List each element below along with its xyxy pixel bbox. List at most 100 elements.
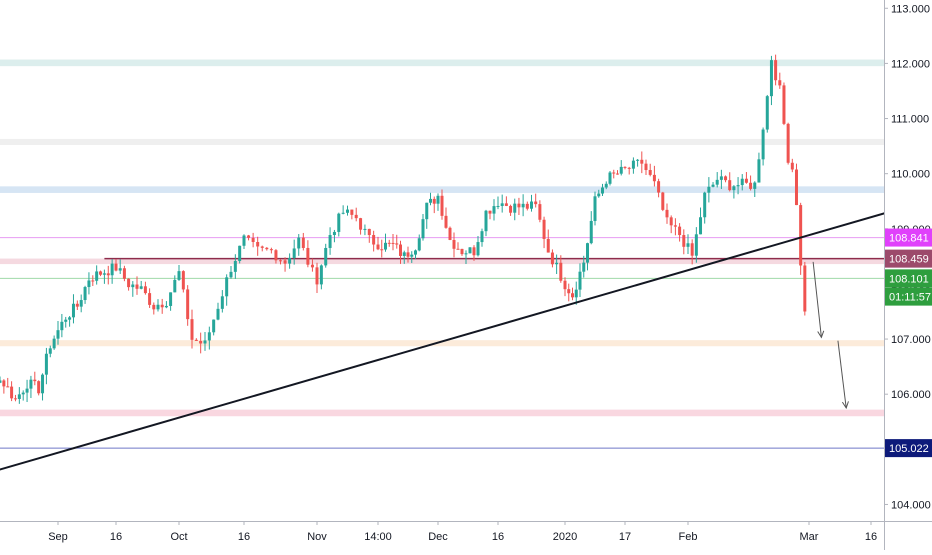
candle-body bbox=[623, 166, 627, 168]
time-tick-label: Nov bbox=[307, 531, 327, 543]
candle-body bbox=[711, 184, 715, 187]
candle-body bbox=[589, 220, 593, 244]
time-tick-label: 2020 bbox=[553, 531, 577, 543]
candle-body bbox=[395, 243, 399, 245]
time-tick-label: Feb bbox=[679, 531, 698, 543]
candle-body bbox=[260, 246, 264, 248]
candle-body bbox=[83, 287, 87, 301]
zone-band bbox=[0, 258, 884, 265]
candle-body bbox=[410, 254, 414, 257]
candle-body bbox=[456, 248, 460, 250]
candle-body bbox=[460, 248, 464, 255]
candle-body bbox=[341, 212, 345, 214]
candle-body bbox=[761, 129, 765, 160]
candle-body bbox=[661, 192, 665, 210]
candle-body bbox=[306, 247, 310, 265]
candle-body bbox=[525, 203, 529, 209]
candle-body bbox=[337, 213, 341, 232]
price-tick-label: 113.000 bbox=[891, 3, 930, 15]
candle-body bbox=[417, 238, 421, 251]
candle-body bbox=[114, 263, 118, 271]
candle-body bbox=[283, 260, 287, 264]
candle-body bbox=[690, 243, 694, 256]
price-tick-label: 111.000 bbox=[891, 114, 929, 126]
candle-body bbox=[354, 214, 358, 219]
candle-body bbox=[297, 237, 301, 249]
candle-body bbox=[203, 340, 207, 344]
time-tick-label: 16 bbox=[110, 531, 122, 543]
candle-body bbox=[448, 227, 452, 240]
candle-body bbox=[346, 209, 349, 213]
candle-body bbox=[476, 242, 480, 256]
candle-body bbox=[574, 289, 578, 298]
candle-body bbox=[778, 80, 782, 86]
price-label-text: 108.459 bbox=[889, 254, 929, 266]
forecast-arrow bbox=[812, 261, 822, 338]
candle-body bbox=[48, 348, 52, 354]
candle-body bbox=[513, 203, 517, 213]
candle-body bbox=[744, 178, 748, 183]
arrow-layer bbox=[812, 261, 849, 410]
candle-body bbox=[363, 228, 367, 230]
price-label-text: 108.101 bbox=[889, 273, 929, 285]
zone-band bbox=[0, 340, 884, 347]
candle-body bbox=[652, 174, 656, 182]
candle-body bbox=[492, 206, 496, 214]
candle-body bbox=[715, 179, 719, 185]
candle-body bbox=[212, 319, 216, 333]
candle-body bbox=[749, 182, 753, 189]
candle-body bbox=[207, 332, 211, 341]
candle-body bbox=[186, 289, 190, 320]
candle-body bbox=[648, 170, 652, 175]
candle-body bbox=[173, 279, 177, 293]
candle-body bbox=[636, 159, 640, 161]
candle-body bbox=[669, 217, 673, 226]
candle-body bbox=[376, 244, 380, 250]
price-tick-label: 106.000 bbox=[891, 389, 931, 401]
price-label-box bbox=[885, 269, 932, 288]
candle-body bbox=[732, 186, 736, 191]
time-tick-label: 16 bbox=[492, 531, 504, 543]
candle-body bbox=[247, 235, 251, 238]
time-tick-label: 17 bbox=[619, 531, 631, 543]
candle-body bbox=[794, 169, 798, 206]
candle-body bbox=[242, 235, 246, 246]
candle-body bbox=[644, 163, 648, 171]
candle-body bbox=[616, 173, 619, 175]
candle-body bbox=[384, 242, 387, 250]
candle-body bbox=[152, 304, 156, 310]
candle-body bbox=[288, 257, 292, 264]
candle-body bbox=[177, 271, 181, 280]
candle-body bbox=[534, 201, 538, 205]
candle-body bbox=[582, 262, 586, 272]
candle-body bbox=[143, 286, 147, 294]
trendline bbox=[0, 203, 917, 471]
candle-body bbox=[484, 210, 488, 232]
candle-body bbox=[500, 203, 504, 206]
candle-body bbox=[686, 243, 690, 247]
candle-body bbox=[627, 167, 631, 169]
candle-body bbox=[765, 96, 769, 130]
candle-body bbox=[774, 60, 778, 81]
candle-body bbox=[156, 304, 160, 310]
candle-body bbox=[194, 339, 198, 341]
candle-body bbox=[225, 277, 229, 297]
candle-body bbox=[555, 262, 559, 265]
candle-body bbox=[597, 193, 601, 197]
candle-body bbox=[452, 239, 456, 249]
candle-body bbox=[678, 226, 682, 236]
candle-body bbox=[799, 205, 803, 266]
candle-body bbox=[673, 225, 677, 227]
candle-body bbox=[480, 231, 484, 243]
candle-body bbox=[315, 267, 319, 285]
candle-body bbox=[169, 292, 173, 306]
zone-band bbox=[0, 409, 884, 417]
candle-body bbox=[269, 249, 273, 251]
candle-body bbox=[79, 300, 83, 307]
candle-body bbox=[127, 278, 131, 288]
candle-body bbox=[707, 186, 711, 193]
price-tick-label: 104.000 bbox=[891, 499, 931, 511]
candle-body bbox=[391, 242, 395, 244]
time-tick-label: Mar bbox=[800, 531, 819, 543]
forecast-arrow bbox=[837, 340, 847, 409]
